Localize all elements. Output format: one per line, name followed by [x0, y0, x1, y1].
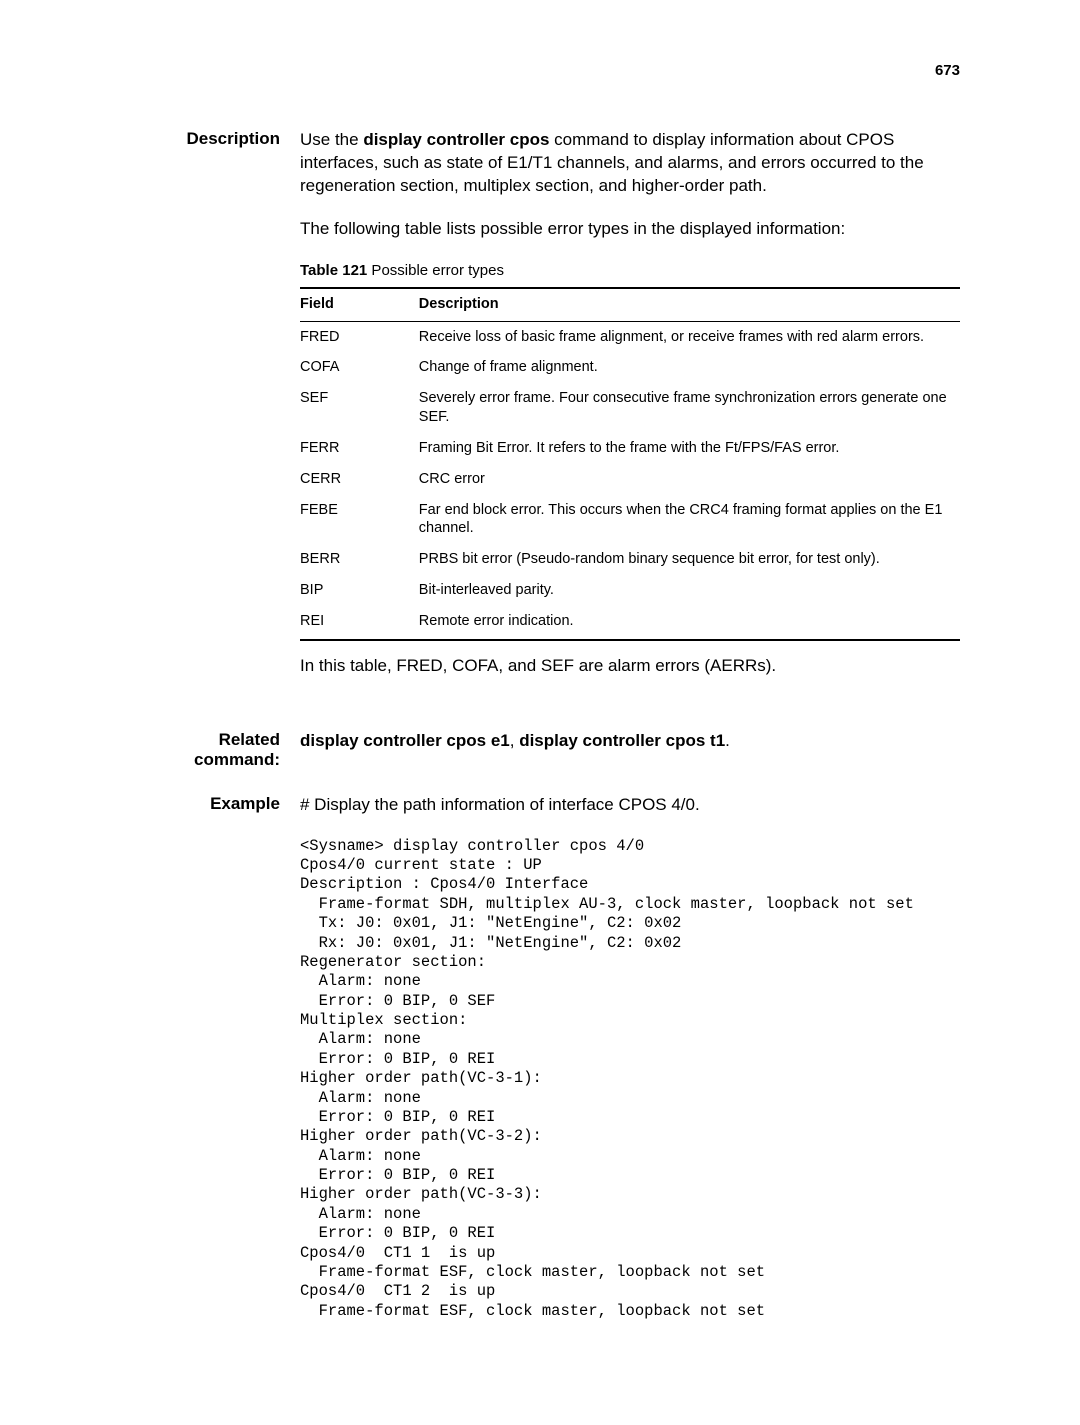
table-cell-desc: CRC error — [419, 464, 960, 495]
description-label: Description — [130, 129, 300, 706]
related-period: . — [725, 731, 730, 750]
table-row: BERRPRBS bit error (Pseudo-random binary… — [300, 544, 960, 575]
table-header-field: Field — [300, 288, 419, 321]
description-para2: The following table lists possible error… — [300, 218, 960, 241]
related-label: Related command: — [130, 730, 300, 770]
example-section: Example # Display the path information o… — [130, 794, 960, 1321]
table-cell-desc: Severely error frame. Four consecutive f… — [419, 383, 960, 433]
table-caption: Table 121 Possible error types — [300, 261, 960, 281]
description-section: Description Use the display controller c… — [130, 129, 960, 706]
table-row: FEBEFar end block error. This occurs whe… — [300, 495, 960, 545]
table-cell-field: COFA — [300, 352, 419, 383]
table-row: REIRemote error indication. — [300, 606, 960, 640]
table-row: FREDReceive loss of basic frame alignmen… — [300, 321, 960, 352]
example-code-block: <Sysname> display controller cpos 4/0 Cp… — [300, 837, 960, 1321]
table-cell-field: BIP — [300, 575, 419, 606]
description-content: Use the display controller cpos command … — [300, 129, 960, 706]
table-cell-field: REI — [300, 606, 419, 640]
table-row: CERRCRC error — [300, 464, 960, 495]
related-cmd2: display controller cpos t1 — [519, 731, 725, 750]
table-row: COFAChange of frame alignment. — [300, 352, 960, 383]
table-cell-desc: Far end block error. This occurs when th… — [419, 495, 960, 545]
document-page: 673 Description Use the display controll… — [0, 0, 1080, 1425]
example-label: Example — [130, 794, 300, 1321]
related-sep: , — [510, 731, 519, 750]
table-cell-desc: Change of frame alignment. — [419, 352, 960, 383]
related-content: display controller cpos e1, display cont… — [300, 730, 960, 770]
table-cell-desc: Remote error indication. — [419, 606, 960, 640]
table-cell-field: CERR — [300, 464, 419, 495]
table-cell-desc: Receive loss of basic frame alignment, o… — [419, 321, 960, 352]
table-cell-field: BERR — [300, 544, 419, 575]
table-row: FERRFraming Bit Error. It refers to the … — [300, 433, 960, 464]
table-header-row: Field Description — [300, 288, 960, 321]
table-cell-field: SEF — [300, 383, 419, 433]
table-caption-rest: Possible error types — [367, 262, 504, 279]
related-cmd1: display controller cpos e1 — [300, 731, 510, 750]
example-content: # Display the path information of interf… — [300, 794, 960, 1321]
table-caption-bold: Table 121 — [300, 262, 367, 279]
table-cell-desc: Framing Bit Error. It refers to the fram… — [419, 433, 960, 464]
example-lead: # Display the path information of interf… — [300, 794, 960, 817]
table-cell-desc: Bit-interleaved parity. — [419, 575, 960, 606]
related-command-section: Related command: display controller cpos… — [130, 730, 960, 770]
table-cell-field: FEBE — [300, 495, 419, 545]
desc-p1-cmd: display controller cpos — [363, 130, 549, 149]
table-row: BIPBit-interleaved parity. — [300, 575, 960, 606]
desc-p1-pre: Use the — [300, 130, 363, 149]
table-cell-field: FRED — [300, 321, 419, 352]
table-cell-desc: PRBS bit error (Pseudo-random binary seq… — [419, 544, 960, 575]
table-header-desc: Description — [419, 288, 960, 321]
table-row: SEFSeverely error frame. Four consecutiv… — [300, 383, 960, 433]
page-number: 673 — [130, 62, 960, 79]
description-para1: Use the display controller cpos command … — [300, 129, 960, 198]
error-types-table: Field Description FREDReceive loss of ba… — [300, 287, 960, 641]
table-cell-field: FERR — [300, 433, 419, 464]
post-table-note: In this table, FRED, COFA, and SEF are a… — [300, 655, 960, 678]
